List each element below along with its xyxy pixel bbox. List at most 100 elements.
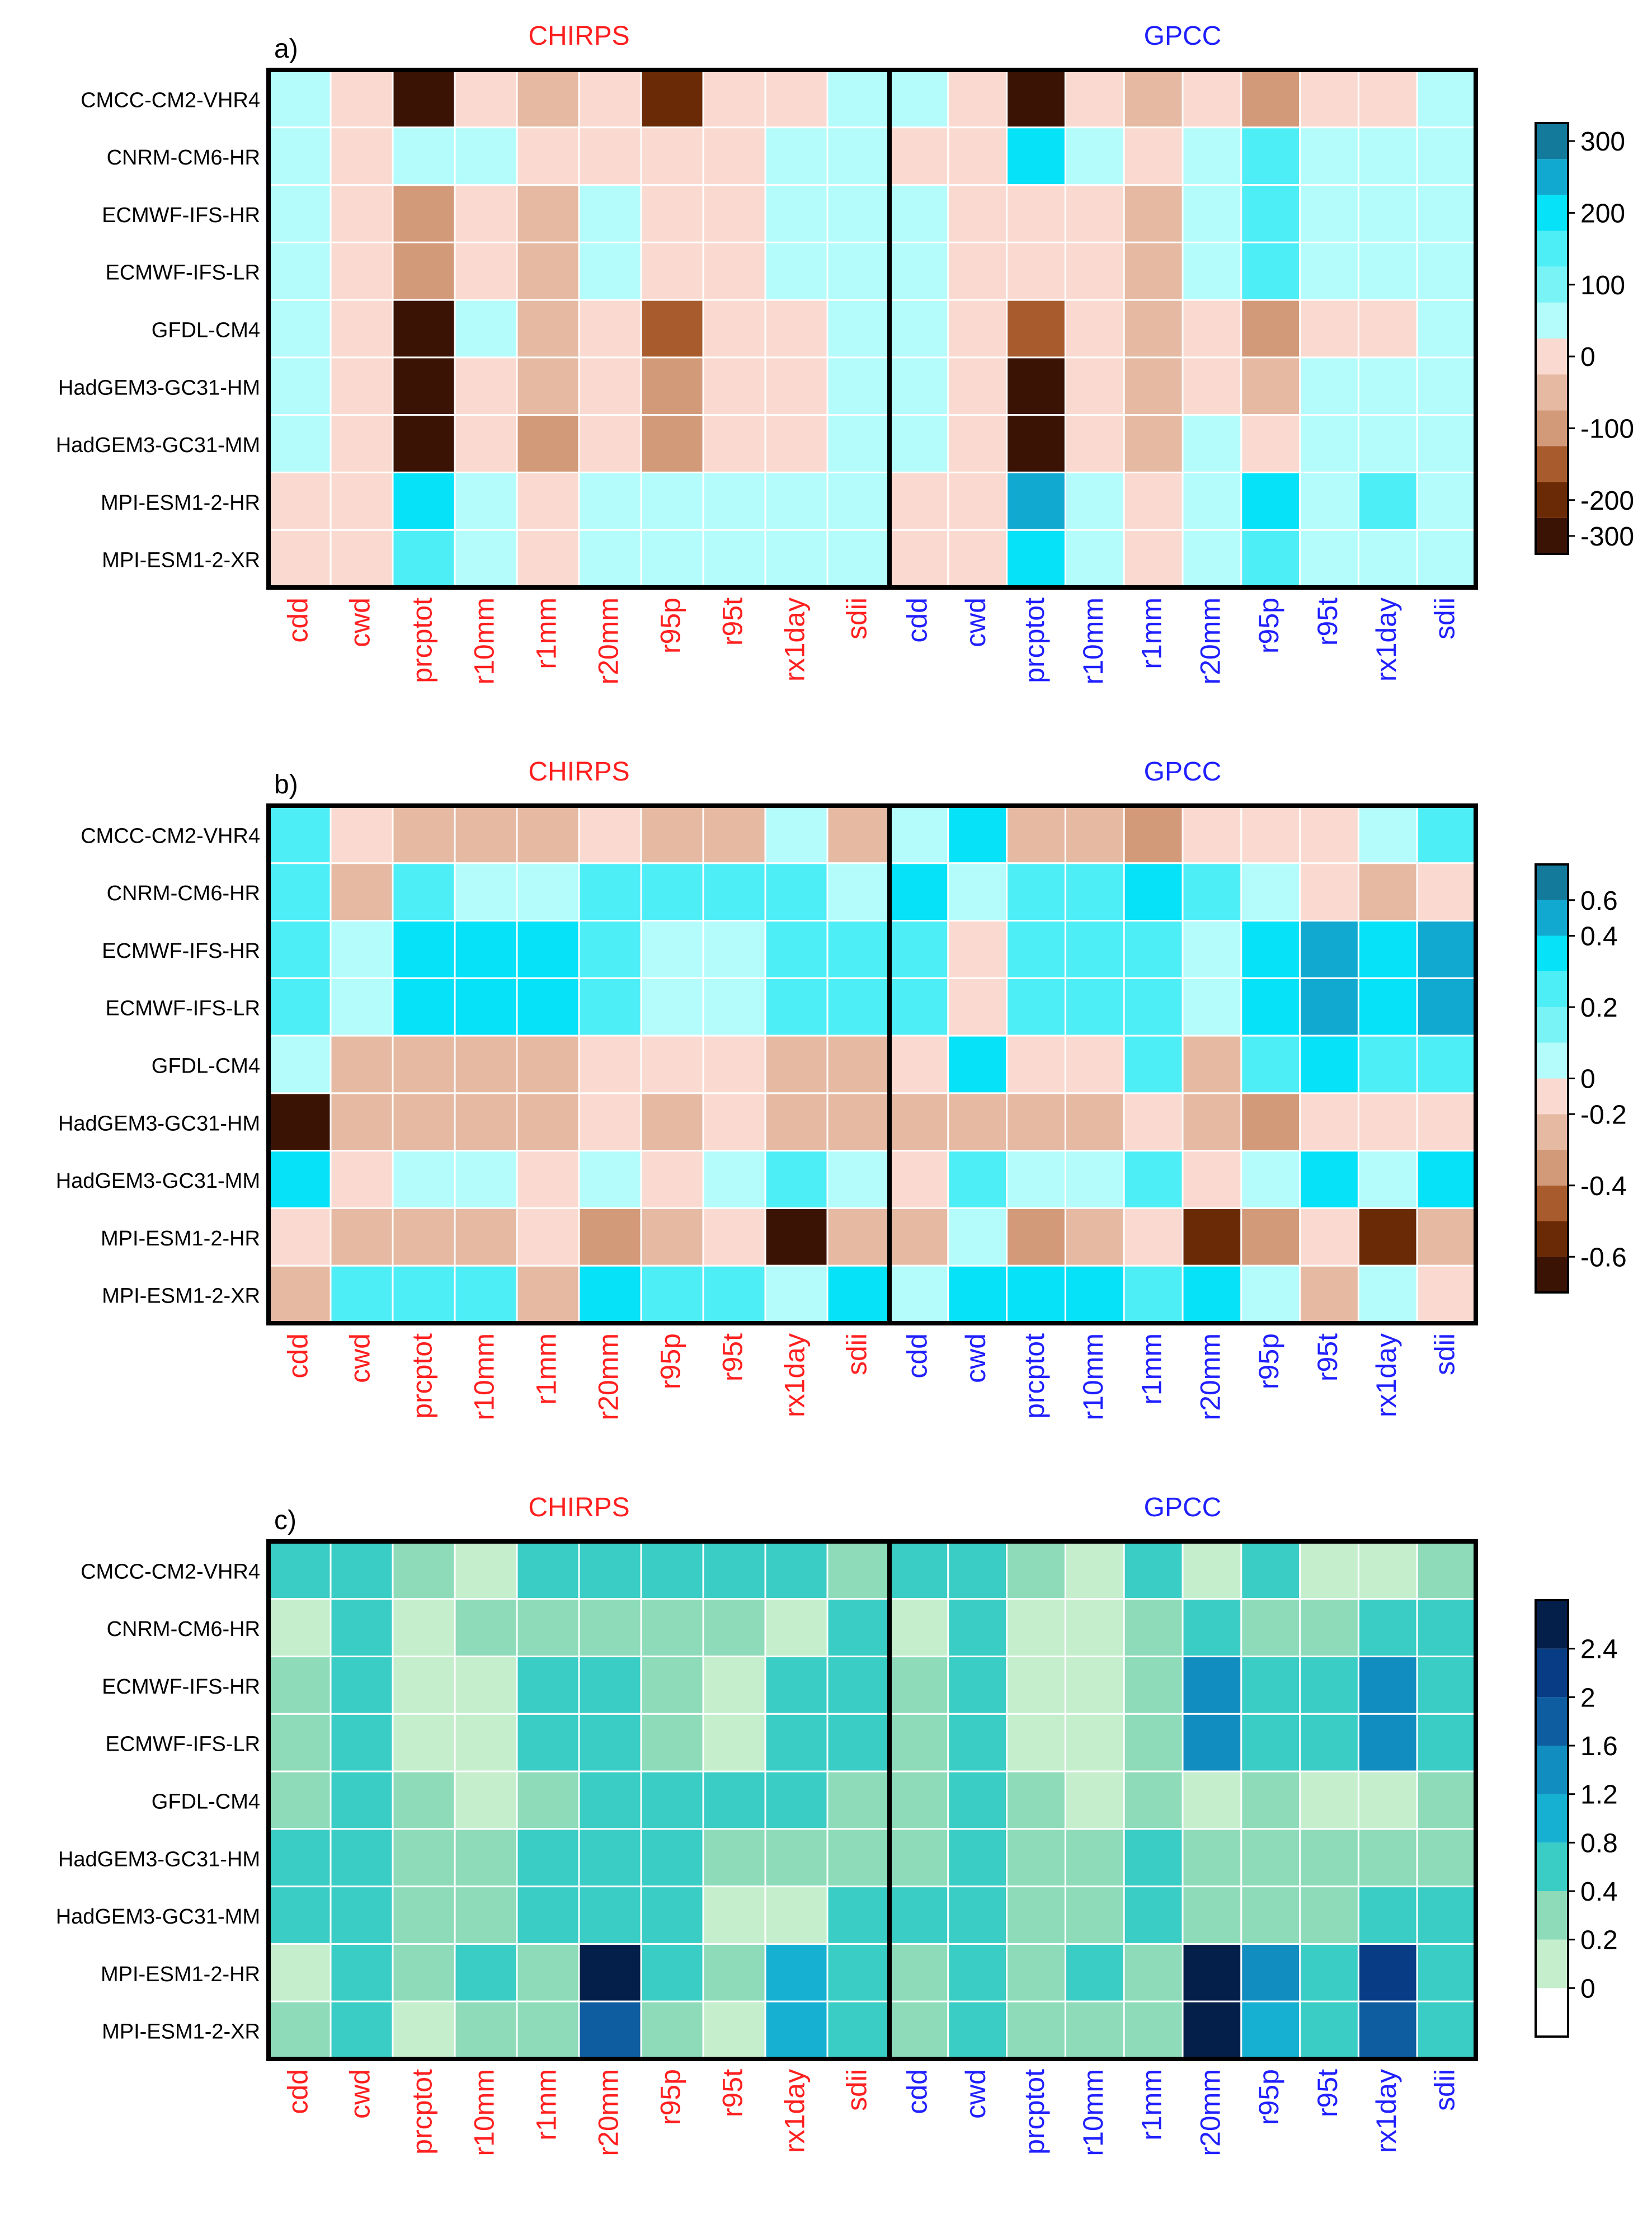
heatmap-cell (1182, 2000, 1242, 2060)
heatmap-cell (702, 1150, 766, 1209)
colorbar-tick-label: 0.4 (1580, 1877, 1618, 1907)
heatmap-cell (578, 2000, 642, 2060)
heatmap-cell (267, 920, 332, 979)
plot-frame (266, 68, 1478, 590)
heatmap-cell (392, 1943, 456, 2002)
column-label: r95t (717, 1333, 749, 1381)
heatmap-cell (1357, 1886, 1418, 1945)
column-label: r10mm (1077, 2069, 1109, 2156)
heatmap-cell (330, 2000, 394, 2060)
heatmap-cell (1299, 805, 1359, 864)
heatmap-cell (392, 1264, 456, 1324)
heatmap-cell (888, 1264, 949, 1324)
heatmap-cell (1416, 1886, 1477, 1945)
heatmap-cell (267, 1770, 332, 1830)
colorbar-segment (1536, 231, 1568, 267)
heatmap-cell (1182, 1150, 1242, 1209)
heatmap-cell (1240, 1713, 1301, 1772)
heatmap-cell (578, 1035, 642, 1094)
heatmap-cell (1006, 1207, 1066, 1267)
panel-label: a) (274, 34, 298, 64)
row-label: ECMWF-IFS-LR (105, 1733, 260, 1756)
heatmap-cell (888, 1886, 949, 1945)
colorbar-tick-label: 0.2 (1580, 1926, 1618, 1955)
heatmap-cell (1123, 69, 1184, 129)
heatmap-cell (454, 862, 518, 922)
column-label: cdd (901, 1333, 933, 1379)
heatmap-cell (1240, 1598, 1301, 1658)
heatmap-cell (826, 184, 891, 243)
heatmap-cell (516, 1656, 580, 1715)
column-label: r95p (655, 2069, 686, 2125)
heatmap-cell (454, 1540, 518, 1600)
heatmap-cell (1240, 1092, 1301, 1152)
row-label: ECMWF-IFS-HR (102, 204, 260, 227)
colorbar-segment (1536, 1746, 1568, 1794)
colorbar-segment (1536, 1794, 1568, 1843)
heatmap-cell (1416, 1540, 1477, 1600)
heatmap-cell (888, 862, 949, 922)
heatmap-cell (392, 977, 456, 1037)
heatmap-cell (1240, 241, 1301, 301)
heatmap-cell (888, 805, 949, 864)
heatmap-cell (1064, 1264, 1125, 1324)
heatmap-cell (1299, 1598, 1359, 1658)
heatmap-cell (947, 69, 1008, 129)
heatmap-cell (1299, 69, 1359, 129)
heatmap-cell (947, 471, 1008, 531)
heatmap-cell (1006, 69, 1066, 129)
heatmap-cell (516, 184, 580, 243)
heatmap-cell (947, 1035, 1008, 1094)
colorbar-segment (1536, 1007, 1568, 1043)
heatmap-cell (1299, 1540, 1359, 1600)
heatmap-cell (1182, 1092, 1242, 1152)
heatmap-cell (826, 1943, 891, 2002)
heatmap-cell (702, 977, 766, 1037)
heatmap-cell (330, 1092, 394, 1152)
heatmap-cell (578, 1886, 642, 1945)
heatmap-cell (330, 414, 394, 473)
heatmap-cell (1123, 184, 1184, 243)
colorbar-tick-label: -100 (1580, 414, 1634, 444)
heatmap-cell (454, 299, 518, 359)
heatmap-cell (1182, 1035, 1242, 1094)
heatmap-cell (1416, 1656, 1477, 1715)
heatmap-cell (1299, 1886, 1359, 1945)
row-label: HadGEM3-GC31-MM (56, 434, 260, 457)
heatmap-cell (516, 414, 580, 473)
heatmap-cell (764, 805, 829, 864)
column-label: r10mm (1077, 1333, 1109, 1421)
heatmap-cell (1182, 69, 1242, 129)
heatmap-cell (764, 1540, 829, 1600)
column-label: rx1day (1371, 1333, 1402, 1417)
heatmap-cell (578, 1150, 642, 1209)
heatmap-cell (1240, 1035, 1301, 1094)
column-label: r20mm (593, 2069, 624, 2156)
heatmap-cell (392, 1540, 456, 1600)
heatmap-cell (454, 1092, 518, 1152)
heatmap-cell (702, 414, 766, 473)
heatmap-cell (1240, 920, 1301, 979)
heatmap-cell (826, 1828, 891, 1888)
colorbar-segment (1536, 1891, 1568, 1940)
heatmap-cell (1416, 1598, 1477, 1658)
heatmap-cell (1357, 299, 1418, 359)
colorbar-tick-label: 1.6 (1580, 1732, 1618, 1761)
heatmap-cell (1416, 529, 1477, 589)
heatmap-cell (392, 241, 456, 301)
heatmap-cell (1064, 1092, 1125, 1152)
heatmap-cell (640, 69, 704, 129)
heatmap-cell (392, 126, 456, 186)
heatmap-cell (330, 1770, 394, 1830)
colorbar-segment (1536, 1600, 1568, 1649)
heatmap-cell (1006, 414, 1066, 473)
heatmap-cell (516, 471, 580, 531)
colorbar-tick-label: 0 (1580, 342, 1595, 372)
heatmap-cell (392, 184, 456, 243)
column-label: cdd (901, 598, 933, 643)
heatmap-cell (267, 1207, 332, 1267)
column-label: prcptot (1019, 2069, 1050, 2155)
heatmap-cell (330, 184, 394, 243)
group-title-chirps: CHIRPS (528, 1493, 629, 1522)
heatmap-cell (1123, 1264, 1184, 1324)
